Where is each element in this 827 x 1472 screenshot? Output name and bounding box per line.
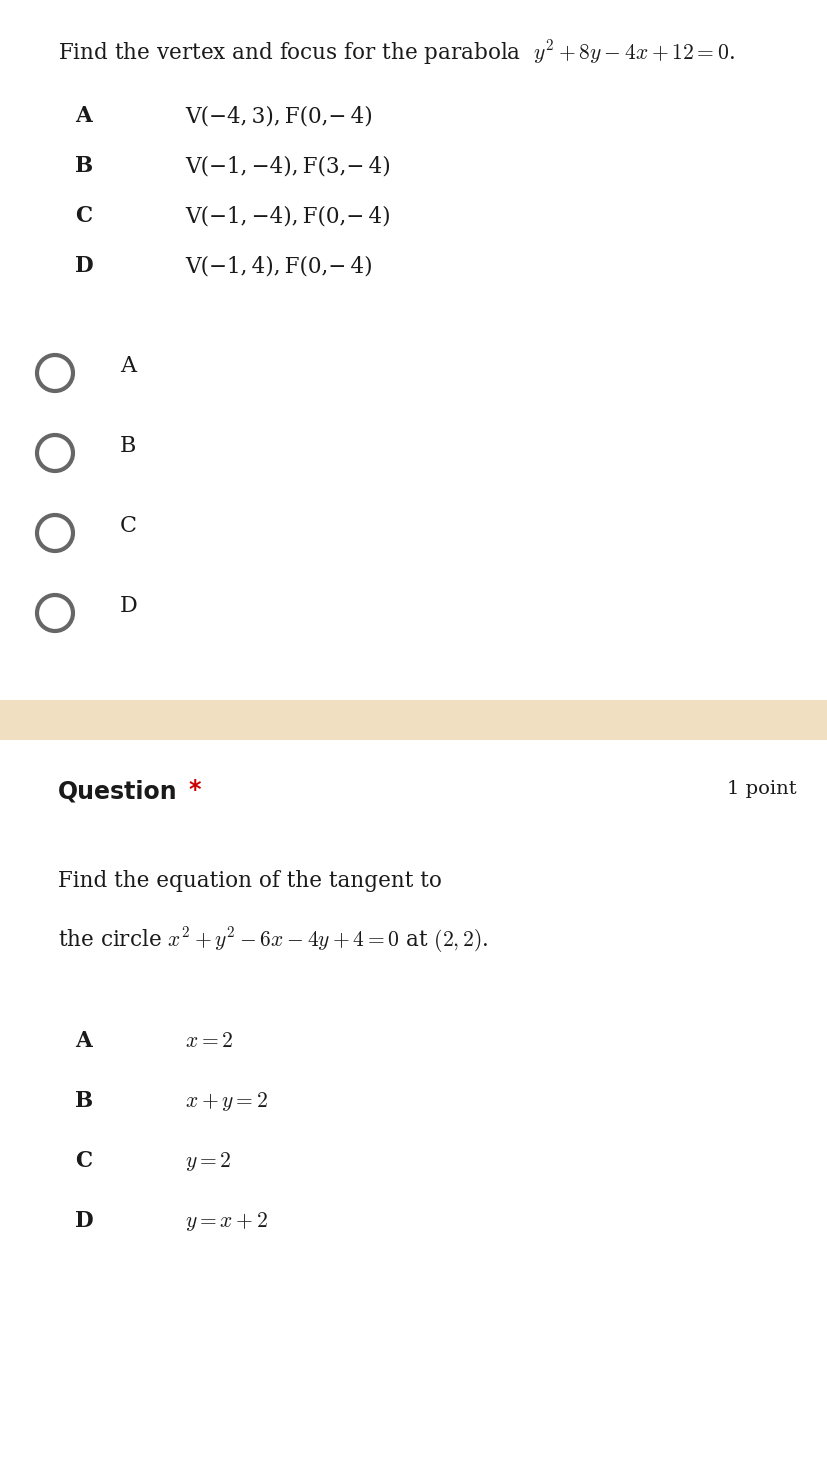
- Text: the circle $x^{2}+y^{2}-6x-4y+4=0$ at $(2,2)$.: the circle $x^{2}+y^{2}-6x-4y+4=0$ at $(…: [58, 924, 489, 955]
- Text: A: A: [75, 1030, 92, 1052]
- Text: $x+y=2$: $x+y=2$: [185, 1089, 268, 1113]
- Text: $y=2$: $y=2$: [185, 1150, 232, 1173]
- Text: B: B: [120, 436, 136, 456]
- Bar: [0, 701, 827, 740]
- Text: A: A: [75, 105, 92, 127]
- Text: B: B: [75, 1089, 93, 1111]
- Text: Find the equation of the tangent to: Find the equation of the tangent to: [58, 870, 442, 892]
- Text: V(−1, −4), F(0,− 4): V(−1, −4), F(0,− 4): [185, 205, 390, 227]
- Text: C: C: [75, 1150, 92, 1172]
- Text: D: D: [120, 595, 138, 617]
- Text: $x=2$: $x=2$: [185, 1030, 233, 1052]
- Text: *: *: [188, 779, 200, 802]
- Text: C: C: [75, 205, 92, 227]
- Text: $y=x+2$: $y=x+2$: [185, 1210, 268, 1234]
- Text: Question: Question: [58, 780, 178, 804]
- Text: C: C: [120, 515, 137, 537]
- Text: D: D: [75, 255, 93, 277]
- Text: V(−1, −4), F(3,− 4): V(−1, −4), F(3,− 4): [185, 155, 390, 177]
- Text: B: B: [75, 155, 93, 177]
- Text: A: A: [120, 355, 136, 377]
- Text: D: D: [75, 1210, 93, 1232]
- Text: V(−1, 4), F(0,− 4): V(−1, 4), F(0,− 4): [185, 255, 373, 277]
- Text: Find the vertex and focus for the parabola  $y^{2}+8y-4x+12=0$.: Find the vertex and focus for the parabo…: [58, 38, 735, 66]
- Text: 1 point: 1 point: [728, 780, 797, 798]
- Text: V(−4, 3), F(0,− 4): V(−4, 3), F(0,− 4): [185, 105, 373, 127]
